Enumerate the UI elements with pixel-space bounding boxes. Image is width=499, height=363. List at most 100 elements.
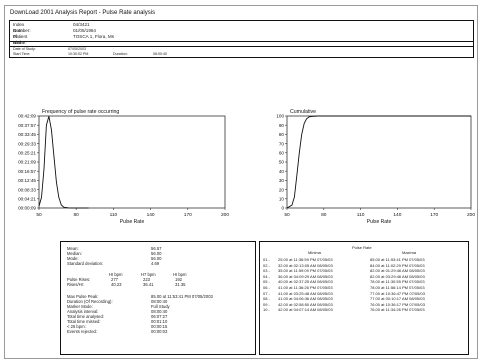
x-axis-label: Pulse Rate xyxy=(367,219,392,225)
chart-title: Cumulative xyxy=(290,109,316,115)
mean-label: Mean: xyxy=(67,246,79,251)
start-time-label: Start Time: xyxy=(13,52,31,56)
pulse-rate-table: Pulse Rate Minima Maxima 01 - 25.00 at 11… xyxy=(259,241,469,355)
cumulative-chart: Cumulative 0 10 20 30 40 50 60 70 80 90 100 50 80 110 1… xyxy=(276,109,475,225)
analysis-interval-value: 08:00:40 xyxy=(151,309,168,314)
y-tick-label: 00:29:33 xyxy=(18,141,36,146)
x-axis-label: Pulse Rate xyxy=(120,219,145,225)
statistics-box: Mean: 56.57 Median: 56.00 Mode: 56.00 St… xyxy=(60,241,256,355)
index-number-value: 04/3421 xyxy=(73,22,90,27)
median-value: 56.00 xyxy=(151,251,162,256)
y-tick-label: 80 xyxy=(279,132,285,137)
col1-header: HI bpm xyxy=(109,272,123,277)
pulse-row-idx: 01 - xyxy=(263,257,270,262)
y-tick-label: 60 xyxy=(279,151,285,156)
pulse-row-max: 76.00 at 10:36:17 PM 07/05/03 xyxy=(370,301,425,307)
report-title: DownLoad 2001 Analysis Report - Pulse Ra… xyxy=(10,10,156,16)
x-tick-label: 200 xyxy=(221,212,229,218)
pulse-row-idx: 06 - xyxy=(263,285,270,290)
series-line xyxy=(286,115,471,209)
total-analysed-label: Total time analysed: xyxy=(67,314,105,319)
x-tick-label: 170 xyxy=(184,212,192,218)
sd-value: 4.69 xyxy=(151,261,160,266)
pulse-row-idx: 03 - xyxy=(263,268,270,274)
marker-mode-value: Full Study xyxy=(151,304,170,309)
pulse-row-max: 77.00 at 00:10:17 AM 08/05/03 xyxy=(370,296,425,302)
pulse-row-min: 32.00 at 02:13:05 AM 08/05/03 xyxy=(278,262,333,268)
events-rejected-label: Events rejected: xyxy=(67,329,98,334)
duration-value: 08:00:40 xyxy=(153,52,167,56)
x-tick-label: 80 xyxy=(321,212,327,218)
pulse-row-min: 41.00 at 11:36:26 PM 07/05/03 xyxy=(278,285,333,290)
total-missed-value: 00:01:10 xyxy=(151,319,168,324)
patient-info-box: Index Number: 04/3421 Date of Birth: 01/… xyxy=(9,20,474,47)
study-info-box: Date of Study: 07/05/2003 Start Time: 10… xyxy=(9,47,474,58)
rises-per-hr-3: 31.35 xyxy=(175,282,186,287)
pulse-table-title: Pulse Rate xyxy=(352,245,372,250)
pulse-rises-3: 192 xyxy=(175,277,182,282)
analysis-interval-label: Analysis interval: xyxy=(67,309,99,314)
y-tick-label: 00:16:57 xyxy=(18,169,36,174)
pulse-row-min: 41.00 at 03:25:48 AM 08/05/03 xyxy=(278,290,333,296)
pulse-row-min: 41.00 at 04:06:36 AM 08/05/03 xyxy=(278,296,333,302)
y-tick-label: 00:37:57 xyxy=(18,123,36,128)
x-tick-label: 140 xyxy=(393,212,401,218)
x-tick-label: 170 xyxy=(430,212,438,218)
y-tick-label: 00:12:45 xyxy=(18,178,36,183)
pulse-row-max: 84.00 at 11:02:29 PM 07/05/03 xyxy=(370,262,425,268)
pulse-row-idx: 07 - xyxy=(263,290,270,296)
y-tick-label: 00:08:33 xyxy=(18,187,36,192)
y-tick-label: 00:33:45 xyxy=(18,132,36,137)
x-tick-label: 50 xyxy=(36,212,42,218)
median-label: Median: xyxy=(67,251,82,256)
study-date-value: 07/05/2003 xyxy=(68,47,86,51)
y-tick-label: 40 xyxy=(279,169,285,174)
duration-label: Duration: xyxy=(113,52,128,56)
x-tick-label: 50 xyxy=(284,212,290,218)
pulse-row-idx: 02 - xyxy=(263,262,270,268)
pulse-row-max: 82.00 at 03:29:46 AM 08/05/03 xyxy=(370,273,425,279)
pulse-row-idx: 08 - xyxy=(263,296,270,302)
series-line xyxy=(38,116,89,209)
max-peak-value: 85.00 at 11:53:41 PM 07/05/2003 xyxy=(151,294,213,299)
pulse-row-min: 40.00 at 02:37:25 AM 08/05/03 xyxy=(278,279,333,285)
mode-label: Mode: xyxy=(67,256,79,261)
plot-frame xyxy=(38,115,226,209)
pulse-row-min: 25.00 at 11:36:59 PM 07/05/03 xyxy=(278,257,333,262)
sd-label: Standard deviation: xyxy=(67,261,104,266)
y-tick-label: 70 xyxy=(279,141,285,146)
y-tick-label: 10 xyxy=(279,197,285,202)
pulse-row-min: 36.00 at 04:09:29 AM 08/05/03 xyxy=(278,273,333,279)
x-tick-label: 80 xyxy=(74,212,80,218)
pulse-row-min: 35.00 at 11:59:09 PM 07/05/03 xyxy=(278,268,333,274)
info-divider xyxy=(10,41,473,42)
y-tick-label: 00:21:09 xyxy=(18,160,36,165)
max-peak-label: Max Pulse Peak: xyxy=(67,294,99,299)
y-tick-label: 50 xyxy=(279,160,285,165)
recording-duration-label: Duration (Of Recording): xyxy=(67,299,113,304)
pulse-row-max: 77.00 at 10:36:47 PM 07/05/03 xyxy=(370,290,425,296)
study-date-label: Date of Study: xyxy=(13,47,36,51)
total-analysed-value: 06:07:27 xyxy=(151,314,168,319)
pulse-row-max: 78.00 at 11:30:55 PM 07/05/03 xyxy=(370,279,425,285)
y-tick-label: 00:42:09 xyxy=(18,114,36,119)
x-tick-label: 110 xyxy=(110,212,118,218)
y-tick-label: 00:25:21 xyxy=(18,151,36,156)
index-number-label: Index Number: xyxy=(13,22,31,33)
marker-mode-label: Marker Mode: xyxy=(67,304,93,309)
pulse-row-max: 78.00 at 11:56:14 PM 07/05/03 xyxy=(370,285,425,290)
lt25-label: < 25 bpm: xyxy=(67,324,86,329)
minima-header: Minima xyxy=(308,250,321,255)
pulse-row-min: 42.00 at 04:07:14 AM 08/05/03 xyxy=(278,307,333,313)
mode-value: 56.00 xyxy=(151,256,162,261)
lt25-value: 00:00:15 xyxy=(151,324,168,329)
mean-value: 56.57 xyxy=(151,246,162,251)
y-tick-label: 00:04:21 xyxy=(18,197,36,202)
pulse-row-idx: 10 - xyxy=(263,307,270,313)
y-tick-label: 30 xyxy=(279,178,285,183)
pulse-row-max: 85.00 at 11:53:41 PM 07/05/03 xyxy=(370,257,425,262)
rises-per-hr-2: 36.41 xyxy=(143,282,154,287)
recording-duration-value: 08:00:40 xyxy=(151,299,168,304)
col3-header: HI bpm xyxy=(173,272,187,277)
y-tick-label: 90 xyxy=(279,123,285,128)
